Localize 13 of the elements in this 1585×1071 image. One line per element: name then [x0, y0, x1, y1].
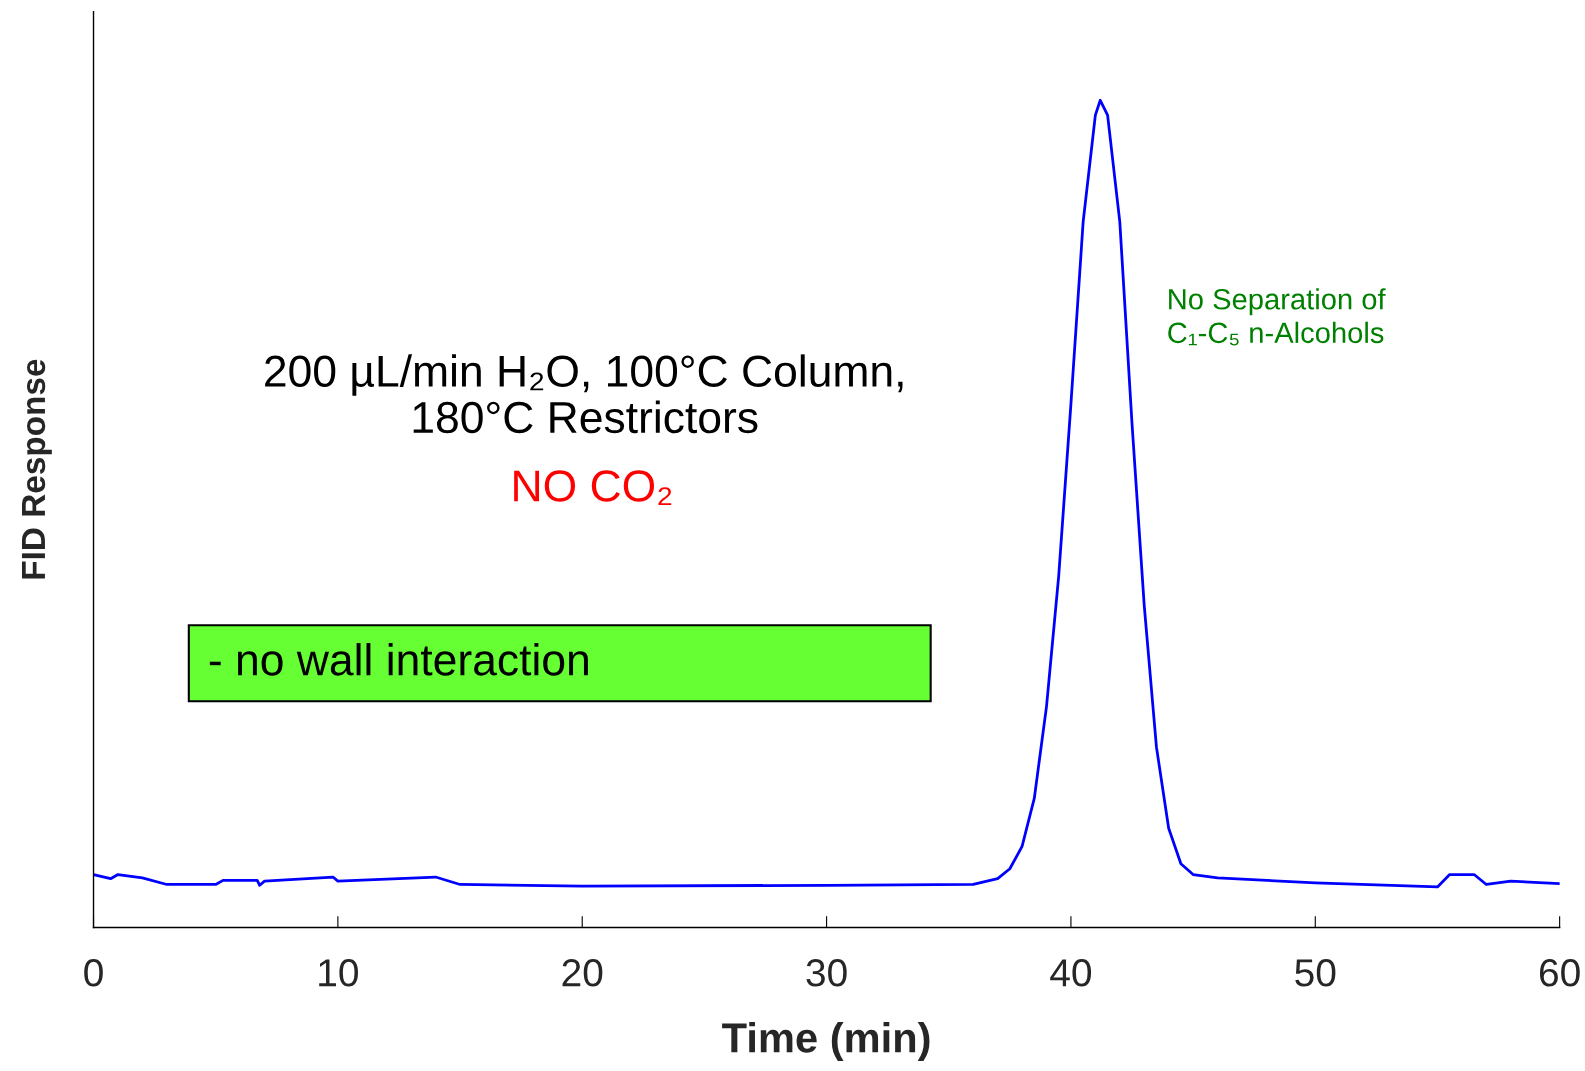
annotation: NO CO₂ — [514, 470, 672, 506]
x-tick-label: 0 — [84, 959, 103, 987]
x-tick-label: 50 — [1295, 959, 1336, 987]
x-tick-label: 60 — [1539, 959, 1580, 987]
x-tick-label: 40 — [1050, 959, 1092, 987]
x-tick-label: 10 — [319, 959, 358, 987]
x-axis-title: Time (min) — [722, 1022, 930, 1061]
annotation: - no wall interaction — [209, 643, 588, 676]
x-tick-label: 20 — [562, 959, 603, 987]
x-tick-label: 30 — [806, 959, 847, 987]
y-axis-title: FID Response — [22, 359, 52, 579]
annotation: 200 µL/min H₂O, 100°C Column, 180°C Restrictors — [265, 354, 903, 434]
annotation: No Separation of C₁-C₅ n-Alcohols — [1168, 288, 1386, 346]
